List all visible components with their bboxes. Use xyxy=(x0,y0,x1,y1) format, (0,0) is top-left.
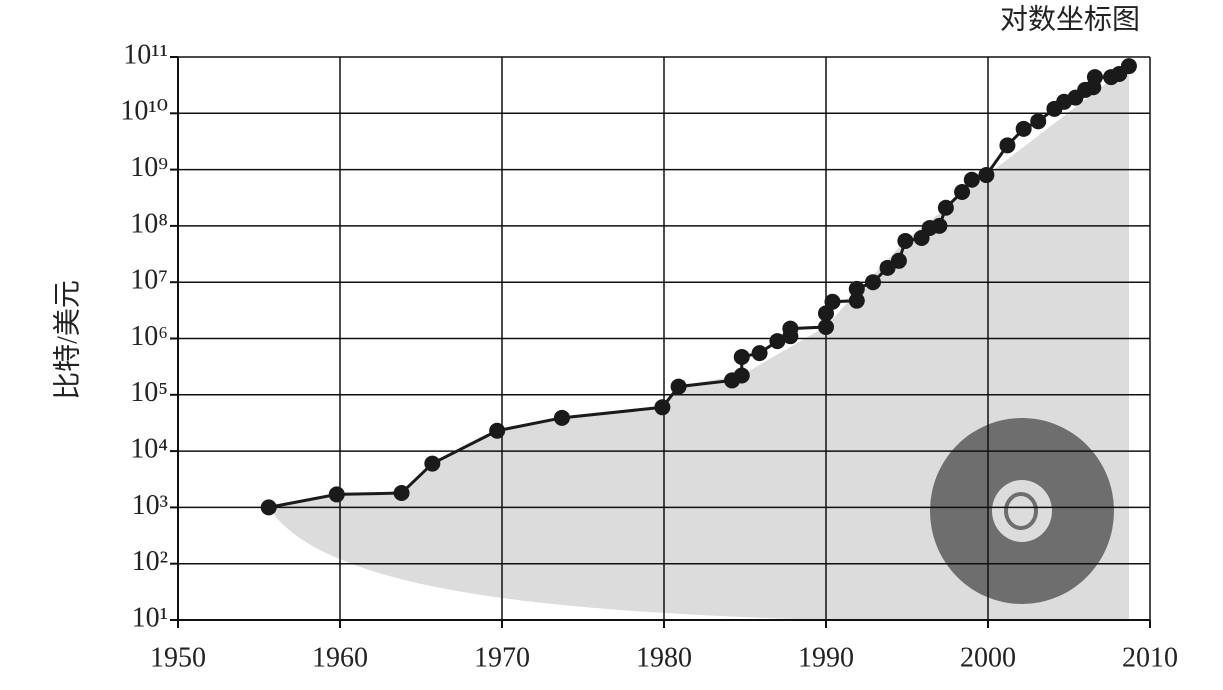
data-point xyxy=(1086,69,1103,86)
data-point xyxy=(818,319,834,336)
data-point xyxy=(328,486,345,503)
data-point xyxy=(489,422,506,439)
data-point xyxy=(782,320,799,337)
data-point xyxy=(999,137,1016,154)
data-point xyxy=(931,217,948,234)
shaded-area xyxy=(269,66,1129,620)
data-point xyxy=(769,333,786,350)
y-axis-label: 比特/美元 xyxy=(51,280,83,400)
x-tick-label: 1970 xyxy=(474,642,530,673)
data-point xyxy=(1030,113,1047,130)
y-tick-label: 10¹¹ xyxy=(123,39,168,70)
data-point xyxy=(824,293,841,310)
x-tick-label: 1980 xyxy=(636,642,692,673)
data-point xyxy=(1015,120,1032,137)
data-point xyxy=(424,455,441,472)
x-tick-label: 1950 xyxy=(150,642,206,673)
data-point xyxy=(654,399,671,416)
data-point xyxy=(733,367,750,384)
data-point xyxy=(733,348,750,365)
data-point xyxy=(890,252,907,269)
data-point xyxy=(864,274,881,291)
x-tick-label: 2010 xyxy=(1122,642,1178,673)
data-point xyxy=(553,409,570,426)
data-point xyxy=(897,232,914,249)
data-point xyxy=(978,167,995,184)
x-tick-label: 2000 xyxy=(960,642,1016,673)
chart-title: 对数坐标图 xyxy=(1000,3,1140,35)
data-point xyxy=(670,378,687,395)
data-point xyxy=(963,171,980,188)
y-tick-label: 10¹ xyxy=(132,602,168,633)
data-point xyxy=(848,280,865,297)
y-tick-label: 10⁸ xyxy=(130,208,168,239)
data-point xyxy=(937,199,954,216)
data-point xyxy=(1120,58,1137,75)
data-point xyxy=(751,345,768,362)
y-tick-label: 10³ xyxy=(132,490,168,521)
data-point xyxy=(393,485,410,502)
x-tick-label: 1960 xyxy=(312,642,368,673)
y-tick-label: 10¹⁰ xyxy=(120,96,168,127)
disk-icon xyxy=(930,418,1114,604)
y-tick-label: 10⁴ xyxy=(130,434,168,465)
y-tick-label: 10⁷ xyxy=(130,265,168,296)
x-tick-label: 1990 xyxy=(798,642,854,673)
data-point xyxy=(260,499,277,516)
y-tick-label: 10⁹ xyxy=(130,152,168,183)
y-tick-label: 10⁶ xyxy=(130,321,168,352)
data-point xyxy=(954,184,971,201)
data-point xyxy=(848,292,865,309)
y-tick-label: 10² xyxy=(132,546,168,577)
y-tick-label: 10⁵ xyxy=(130,377,168,408)
